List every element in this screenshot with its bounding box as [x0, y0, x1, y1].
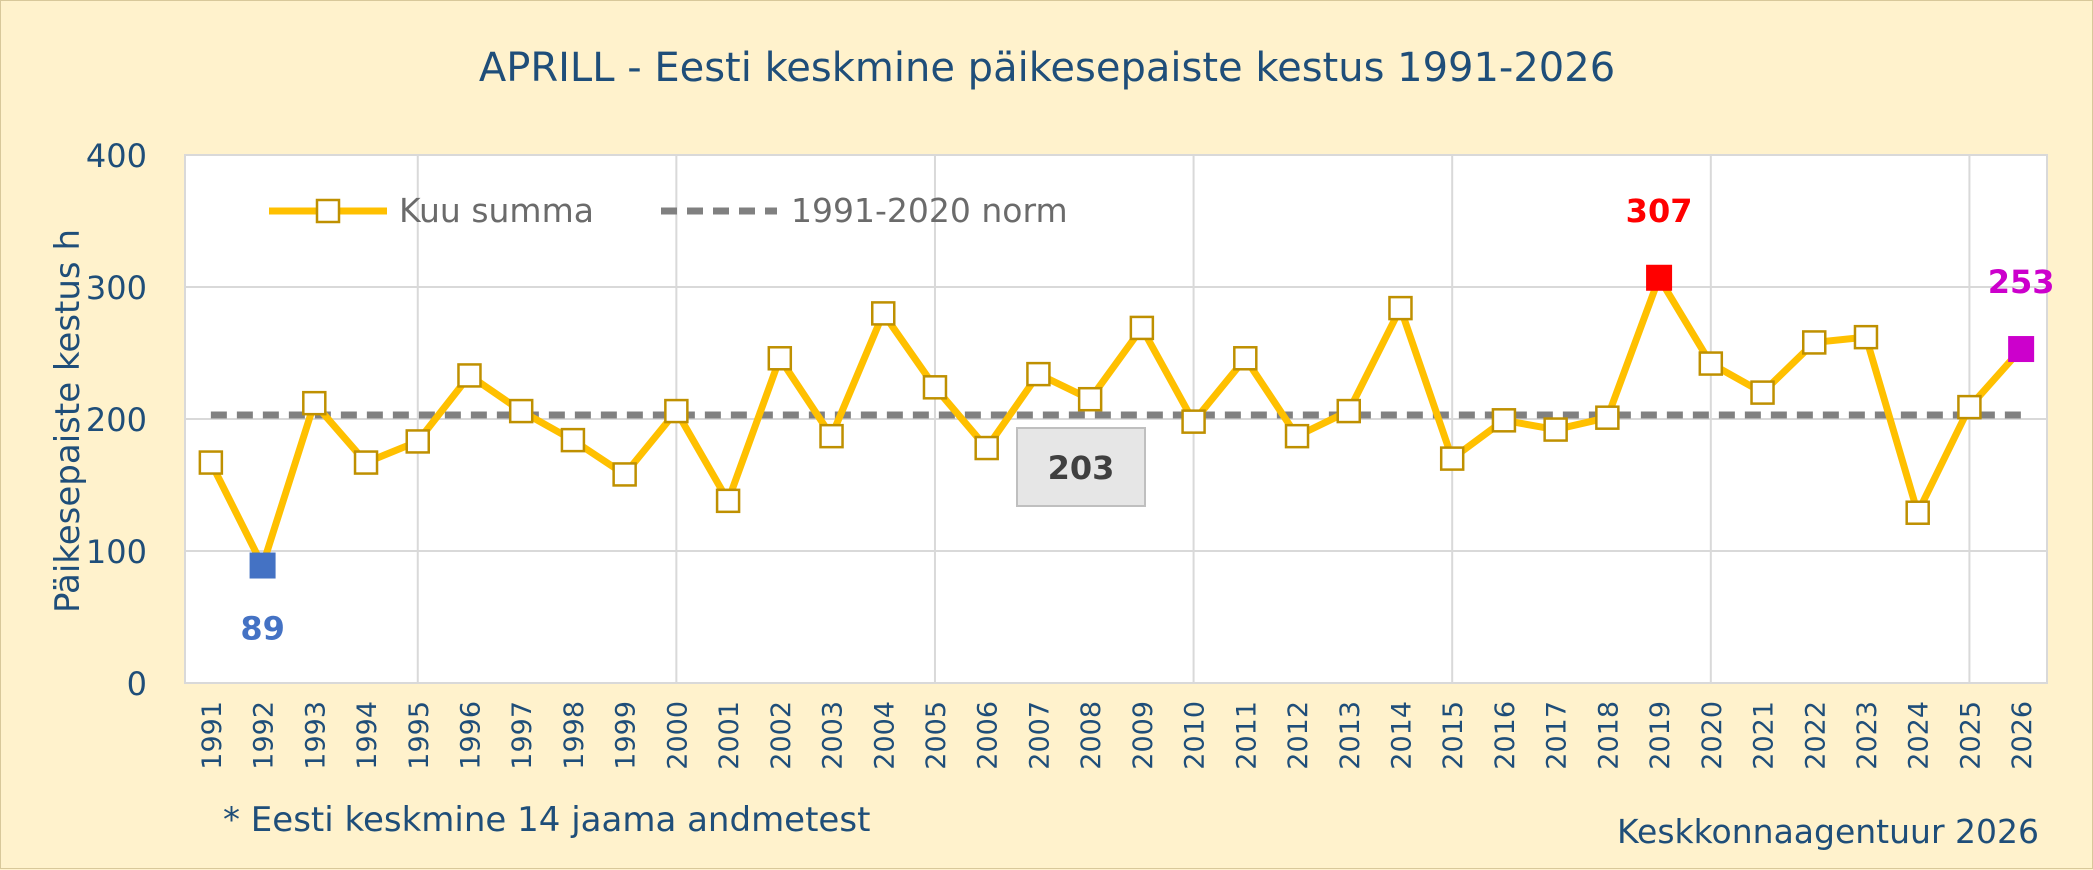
x-tick-2011: 2011: [1231, 701, 1262, 770]
point-2014: [1388, 295, 1413, 321]
point-2021: [1750, 380, 1775, 405]
x-tick-2017: 2017: [1542, 701, 1573, 770]
point-2009: [1129, 315, 1155, 341]
x-tick-2010: 2010: [1180, 701, 1211, 770]
x-tick-1994: 1994: [352, 701, 383, 770]
x-tick-2009: 2009: [1128, 701, 1159, 770]
point-1992: [249, 552, 276, 579]
point-2026: [2008, 336, 2035, 363]
x-tick-2006: 2006: [973, 701, 1004, 770]
point-1991: [198, 450, 224, 475]
y-tick-100: 100: [86, 533, 147, 571]
point-1998: [560, 427, 586, 453]
y-tick-0: 0: [127, 665, 147, 703]
point-1994: [353, 450, 379, 475]
point-2001: [715, 488, 741, 514]
point-2019: [1646, 264, 1673, 291]
x-tick-2023: 2023: [1852, 701, 1883, 770]
point-2013: [1336, 398, 1361, 424]
y-axis-label: Päikesepaiste kestus h: [48, 229, 88, 613]
point-2005: [922, 375, 948, 400]
callout-2019: 307: [1626, 192, 1693, 230]
footnote: * Eesti keskmine 14 jaama andmetest: [223, 800, 870, 840]
point-1995: [405, 429, 430, 454]
legend-label-norm: 1991-2020 norm: [791, 191, 1068, 230]
point-2012: [1284, 423, 1310, 449]
y-tick-labels: 0 100 200 300 400: [86, 137, 147, 703]
point-1996: [457, 363, 482, 388]
point-2007: [1026, 361, 1051, 387]
x-tick-2015: 2015: [1438, 701, 1469, 770]
x-tick-1991: 1991: [197, 701, 228, 770]
y-tick-400: 400: [86, 137, 147, 175]
point-2015: [1439, 446, 1465, 471]
x-tick-2026: 2026: [2007, 701, 2038, 770]
x-tick-2014: 2014: [1386, 701, 1417, 770]
point-1993: [302, 390, 327, 416]
point-2006: [974, 435, 999, 461]
x-tick-2001: 2001: [714, 701, 745, 770]
point-2025: [1957, 394, 1982, 420]
x-tick-1996: 1996: [455, 701, 486, 770]
norm-label-box: [1016, 427, 1146, 507]
point-1999: [612, 462, 637, 487]
y-tick-300: 300: [86, 269, 147, 307]
point-2002: [767, 346, 793, 371]
point-1997: [508, 398, 534, 424]
x-tick-2022: 2022: [1800, 701, 1831, 770]
x-tick-2021: 2021: [1749, 701, 1780, 770]
point-2008: [1077, 386, 1103, 412]
legend-label-kuu-summa: Kuu summa: [399, 191, 594, 230]
x-tick-2003: 2003: [818, 701, 849, 770]
series-group: [198, 264, 2035, 579]
x-tick-1999: 1999: [611, 701, 642, 770]
legend: Kuu summa 1991-2020 norm: [269, 191, 1068, 230]
x-tick-2004: 2004: [869, 701, 900, 770]
x-tick-2024: 2024: [1904, 701, 1935, 770]
point-2020: [1698, 351, 1724, 376]
x-tick-2007: 2007: [1024, 701, 1055, 770]
point-2003: [819, 423, 844, 449]
point-2018: [1595, 405, 1620, 430]
point-2010: [1181, 409, 1206, 434]
y-tick-200: 200: [86, 401, 147, 439]
point-2011: [1233, 346, 1258, 371]
callout-2026: 253: [1988, 263, 2055, 301]
x-tick-2005: 2005: [921, 701, 952, 770]
x-tick-2016: 2016: [1490, 701, 1521, 770]
x-tick-2018: 2018: [1593, 701, 1624, 770]
point-2017: [1543, 417, 1568, 442]
x-tick-1992: 1992: [249, 701, 280, 770]
x-tick-2013: 2013: [1335, 701, 1366, 770]
point-2023: [1853, 324, 1879, 350]
legend-marker-kuu-summa: [315, 198, 341, 224]
x-tick-2002: 2002: [766, 701, 797, 770]
source-text: Keskkonnaagentuur 2026: [1617, 812, 2039, 851]
x-tick-2000: 2000: [662, 701, 693, 770]
x-tick-2020: 2020: [1697, 701, 1728, 770]
x-tick-1998: 1998: [559, 701, 590, 770]
x-tick-2008: 2008: [1076, 701, 1107, 770]
point-2022: [1802, 330, 1827, 355]
callout-1992: 89: [240, 610, 285, 648]
point-2024: [1905, 500, 1930, 525]
x-tick-1995: 1995: [404, 701, 435, 770]
x-tick-2025: 2025: [1955, 701, 1986, 770]
grid-lines: [185, 154, 2047, 684]
norm-label: 203: [1048, 449, 1115, 487]
callout-group: 89 307 253: [240, 192, 2054, 648]
point-2004: [871, 301, 896, 326]
point-2016: [1491, 408, 1517, 433]
chart-title: APRILL - Eesti keskmine päikesepaiste ke…: [479, 45, 1615, 91]
x-tick-2012: 2012: [1283, 701, 1314, 770]
x-tick-1993: 1993: [300, 701, 331, 770]
x-tick-1997: 1997: [507, 701, 538, 770]
point-2000: [664, 398, 689, 424]
x-tick-2019: 2019: [1645, 701, 1676, 770]
x-tick-labels: 1991 1992 1993 1994 1995 1996 1997 1998 1999 2000…: [197, 701, 2038, 770]
